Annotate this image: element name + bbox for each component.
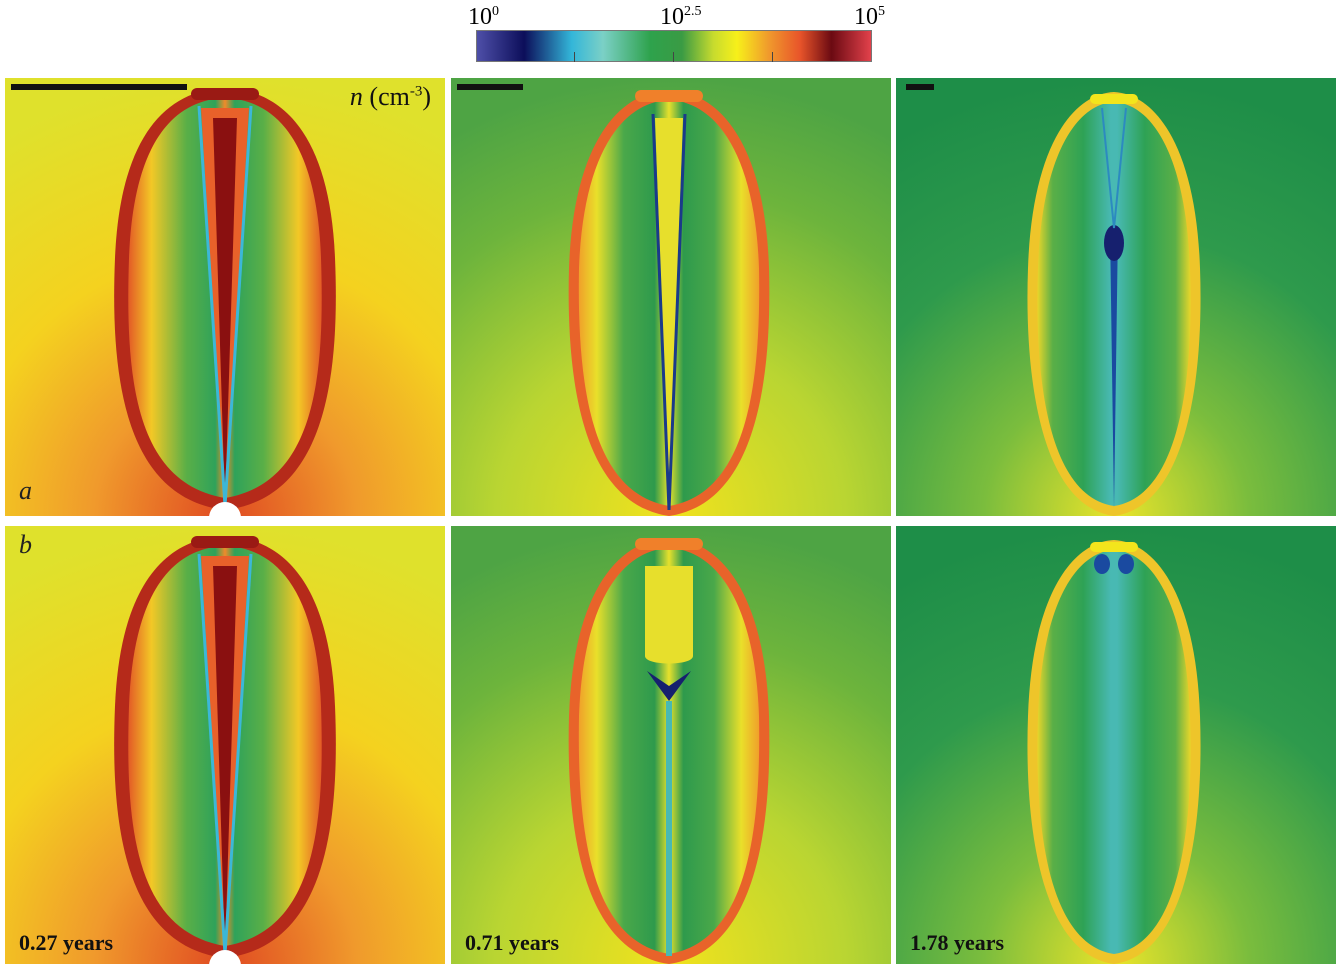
row-label-b: b	[19, 530, 32, 559]
density-map	[896, 78, 1336, 516]
density-map	[451, 78, 891, 516]
scale-bar	[457, 84, 523, 90]
density-map	[5, 526, 445, 964]
time-label: 1.78 years	[910, 930, 1005, 955]
row-label-a: a	[19, 476, 32, 505]
density-unit-label: n (cm-3)	[349, 82, 431, 111]
scale-bar	[906, 84, 934, 90]
colorbar-tick	[574, 52, 575, 62]
scale-bar	[11, 84, 187, 90]
colorbar: 100 102.5 105	[468, 0, 885, 70]
density-map	[451, 526, 891, 964]
density-map	[896, 526, 1336, 964]
colorbar-tick	[772, 52, 773, 62]
panel-b-1: b 0.27 years	[5, 526, 445, 964]
colorbar-gradient	[476, 30, 872, 62]
time-label: 0.71 years	[465, 930, 560, 955]
density-map	[5, 78, 445, 516]
colorbar-min-label: 100	[468, 4, 499, 30]
colorbar-tick	[673, 52, 674, 62]
time-label: 0.27 years	[19, 930, 114, 955]
panel-a-1: n (cm-3) a	[5, 78, 445, 516]
panel-a-2	[451, 78, 891, 516]
panel-b-2: 0.71 years	[451, 526, 891, 964]
colorbar-max-label: 105	[854, 4, 885, 30]
colorbar-mid-label: 102.5	[660, 4, 702, 30]
panel-b-3: 1.78 years	[896, 526, 1336, 964]
panel-a-3	[896, 78, 1336, 516]
